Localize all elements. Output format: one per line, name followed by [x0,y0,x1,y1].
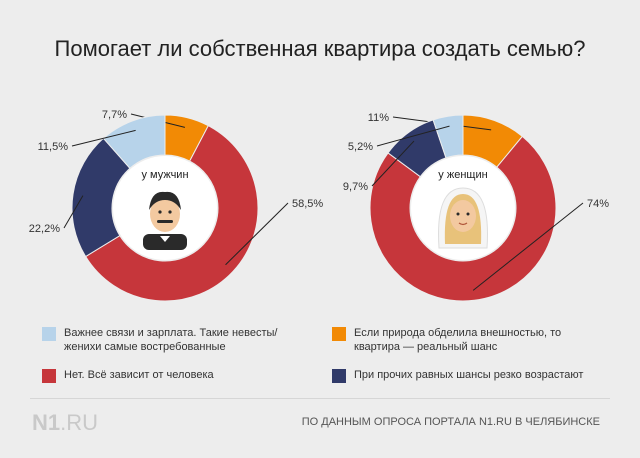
legend-text: Если природа обделила внешностью, то ква… [354,327,562,353]
donut-0-center-label: у мужчин [141,169,188,181]
donut-1-label-1: 74% [587,198,609,210]
legend-swatch [332,327,346,341]
footer-divider [30,398,610,399]
donut-0-leader-2 [63,195,84,229]
donut-1-center-label: у женщин [438,169,487,181]
donut-0-label-3: 11,5% [38,141,69,153]
legend-text: Важнее связи и зарплата. Такие невесты/ … [64,327,278,353]
legend-item-connections: Важнее связи и зарплата. Такие невесты/ … [42,326,302,354]
chart-title: Помогает ли собственная квартира создать… [54,36,586,61]
donut-0-slice-3 [102,114,166,169]
legend-text: Нет. Всё зависит от человека [64,369,214,381]
donut-1-label-3: 5,2% [348,141,373,153]
donut-1-leader-1 [472,202,584,291]
donut-0-label-1: 58,5% [292,198,323,210]
n1-logo: N1.RU [32,410,99,435]
donut-1-label-0: 11% [368,112,389,124]
donut-1-label-2: 9,7% [343,181,368,193]
donut-1-leader-2 [371,140,415,187]
source-note: ПО ДАННЫМ ОПРОСА ПОРТАЛА N1.RU В ЧЕЛЯБИН… [301,416,600,428]
donut-0-slice-1 [84,125,259,302]
legend-swatch [332,369,346,383]
donut-0-leader-3 [71,129,136,147]
legend-item-depends-on-person: Нет. Всё зависит от человека [42,368,302,383]
donut-0-leader-1 [225,202,289,266]
donut-0-label-2: 22,2% [29,223,60,235]
legend-swatch [42,327,56,341]
legend-item-chances-increase: При прочих равных шансы резко возрастают [332,368,592,383]
donut-1-slice-3 [432,114,464,159]
bride-emoji-icon [438,187,488,249]
donut-0-label-0: 7,7% [102,109,127,121]
legend-swatch [42,369,56,383]
legend-item-appearance: Если природа обделила внешностью, то ква… [332,326,572,354]
legend-text: При прочих равных шансы резко возрастают [354,369,584,381]
donut-1-leader-3 [376,125,450,147]
groom-emoji-icon [143,191,187,250]
